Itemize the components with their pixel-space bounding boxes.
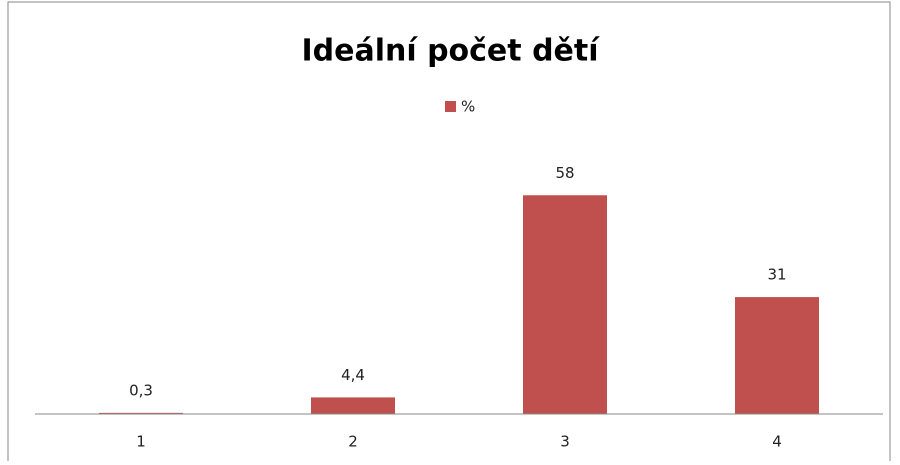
bar xyxy=(735,297,819,414)
bar xyxy=(99,412,183,414)
legend-label: % xyxy=(461,98,475,116)
bar xyxy=(523,195,607,414)
x-tick-label: 3 xyxy=(560,433,570,451)
data-label: 4,4 xyxy=(341,366,365,384)
chart-title: Ideální počet dětí xyxy=(301,34,600,69)
bar xyxy=(311,397,395,414)
legend-swatch xyxy=(445,101,456,112)
x-tick-label: 2 xyxy=(348,433,358,451)
data-label: 0,3 xyxy=(129,381,153,399)
x-tick-label: 1 xyxy=(136,433,146,451)
data-label: 58 xyxy=(555,164,574,182)
data-label: 31 xyxy=(767,266,786,284)
x-tick-label: 4 xyxy=(772,433,782,451)
